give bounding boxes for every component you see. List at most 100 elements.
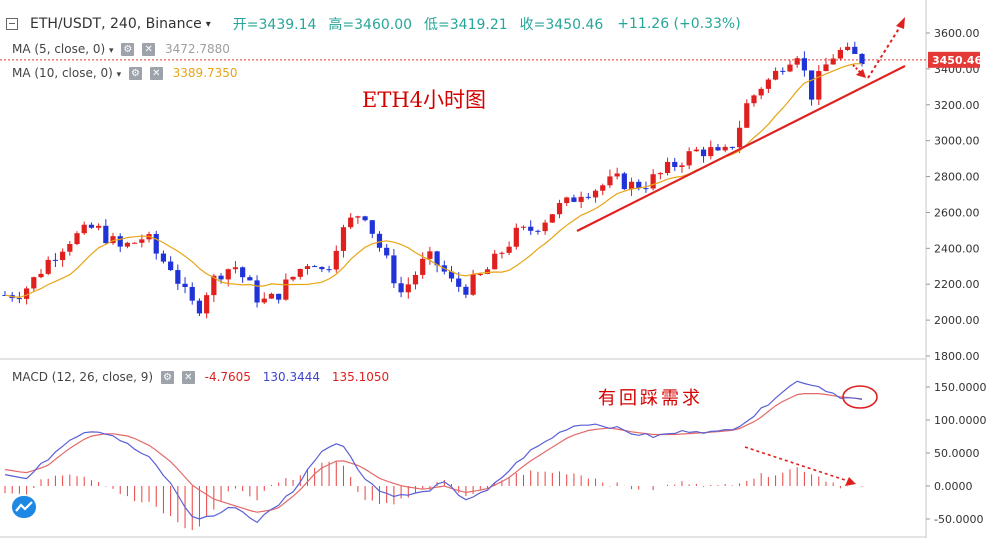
macd-legend[interactable]: MACD (12, 26, close, 9) ⚙ ✕ -4.7605 130.… — [12, 370, 389, 384]
candle-body — [348, 217, 354, 228]
candle-body — [412, 274, 419, 285]
candle-body — [96, 225, 102, 228]
settings-icon[interactable]: ⚙ — [129, 67, 142, 80]
candle-body — [290, 276, 296, 280]
chevron-down-icon[interactable]: ▾ — [205, 18, 211, 30]
candle-body — [52, 259, 59, 261]
price-tick-label: 2400.00 — [934, 242, 980, 255]
macd-tick-label: 0.0000 — [934, 480, 973, 493]
candle-body — [528, 226, 534, 231]
candle-body — [736, 127, 743, 148]
ma5-legend[interactable]: MA (5, close, 0) ▾ ⚙ ✕ 3472.7880 — [12, 42, 230, 56]
candle-body — [513, 227, 519, 247]
ma10-value: 3389.7350 — [172, 66, 238, 80]
candle-body — [549, 214, 555, 223]
candle-body — [67, 244, 73, 252]
candle-body — [261, 298, 267, 303]
candle-body — [398, 283, 404, 293]
settings-icon[interactable]: ⚙ — [121, 43, 135, 56]
price-tick-label: 2800.00 — [934, 171, 980, 184]
candle-body — [376, 233, 383, 248]
candle-body — [600, 185, 606, 191]
candle-body — [304, 266, 311, 269]
candle-body — [405, 284, 411, 293]
candle-body — [650, 174, 656, 189]
candle-body — [772, 70, 779, 80]
candle-body — [535, 230, 541, 232]
low-value: 低=3419.21 — [424, 17, 508, 33]
candle-body — [729, 146, 735, 148]
tradingview-logo-icon[interactable] — [12, 496, 36, 518]
candle-body — [103, 225, 109, 244]
candle-body — [520, 226, 527, 228]
ma10-legend[interactable]: MA (10, close, 0) ▾ ⚙ ✕ 3389.7350 — [12, 66, 238, 80]
chevron-down-icon[interactable]: ▾ — [109, 46, 114, 56]
candle-body — [571, 197, 577, 202]
close-icon[interactable]: ✕ — [149, 67, 163, 80]
close-icon[interactable]: ✕ — [142, 43, 156, 56]
candle-body — [391, 255, 397, 284]
candle-body — [283, 279, 289, 300]
candle-body — [24, 288, 30, 299]
candle-body — [585, 196, 591, 198]
macd-tick-label: 50.0000 — [934, 447, 980, 460]
candle-body — [477, 273, 483, 275]
candle-body — [189, 286, 195, 301]
candle-body — [276, 293, 282, 300]
candle-body — [492, 253, 498, 270]
candle-body — [592, 190, 599, 198]
candle-body — [708, 147, 714, 157]
candle-body — [232, 267, 239, 270]
ma5-label: MA (5, close, 0) — [12, 42, 106, 56]
candle-body — [679, 165, 685, 167]
candle-body — [470, 274, 476, 295]
candle-body — [607, 176, 613, 186]
candle-body — [60, 251, 66, 261]
chevron-down-icon[interactable]: ▾ — [116, 70, 122, 80]
candle-body — [168, 261, 174, 271]
candle-body — [139, 239, 145, 243]
price-tick-label: 2600.00 — [934, 206, 980, 219]
candle-body — [31, 277, 37, 289]
candle-body — [859, 53, 865, 65]
candle-body — [484, 269, 491, 274]
ma5-value: 3472.7880 — [165, 42, 230, 56]
candle-body — [556, 203, 563, 215]
candle-body — [362, 216, 368, 221]
candle-body — [117, 236, 123, 247]
candle-body — [578, 196, 584, 202]
candle-body — [758, 88, 764, 96]
candle-body — [636, 181, 642, 189]
price-tick-label: 2000.00 — [934, 314, 980, 327]
macd-annotation: 有回踩需求 — [598, 388, 703, 409]
candle-body — [218, 275, 224, 280]
current-price-label: 3450.46 — [932, 54, 982, 67]
candle-body — [700, 149, 707, 157]
candle-body — [268, 293, 275, 299]
down-arrow-head — [856, 69, 866, 78]
settings-icon[interactable]: ⚙ — [160, 371, 174, 384]
candle-body — [830, 58, 836, 65]
macd-arrow-line — [744, 446, 849, 482]
candle-body — [765, 79, 771, 89]
candle-body — [175, 270, 181, 284]
candle-body — [499, 252, 505, 254]
price-tick-label: 3600.00 — [934, 27, 980, 40]
price-tick-label: 3200.00 — [934, 99, 980, 112]
up-arrow-head — [896, 17, 905, 29]
candle-body — [240, 267, 246, 278]
up-arrow-line — [867, 21, 904, 79]
candle-body — [693, 149, 699, 152]
macd-line — [4, 380, 863, 524]
candle-body — [88, 224, 95, 228]
collapse-icon[interactable] — [6, 18, 18, 30]
candle-body — [124, 242, 131, 247]
close-icon[interactable]: ✕ — [181, 371, 195, 384]
candle-body — [225, 269, 231, 280]
candle-body — [340, 227, 347, 251]
chart-title-annotation: ETH4小时图 — [362, 88, 487, 112]
candle-body — [427, 251, 433, 259]
candle-body — [434, 251, 440, 266]
symbol-label[interactable]: ETH/USDT, 240, Binance — [30, 16, 202, 32]
